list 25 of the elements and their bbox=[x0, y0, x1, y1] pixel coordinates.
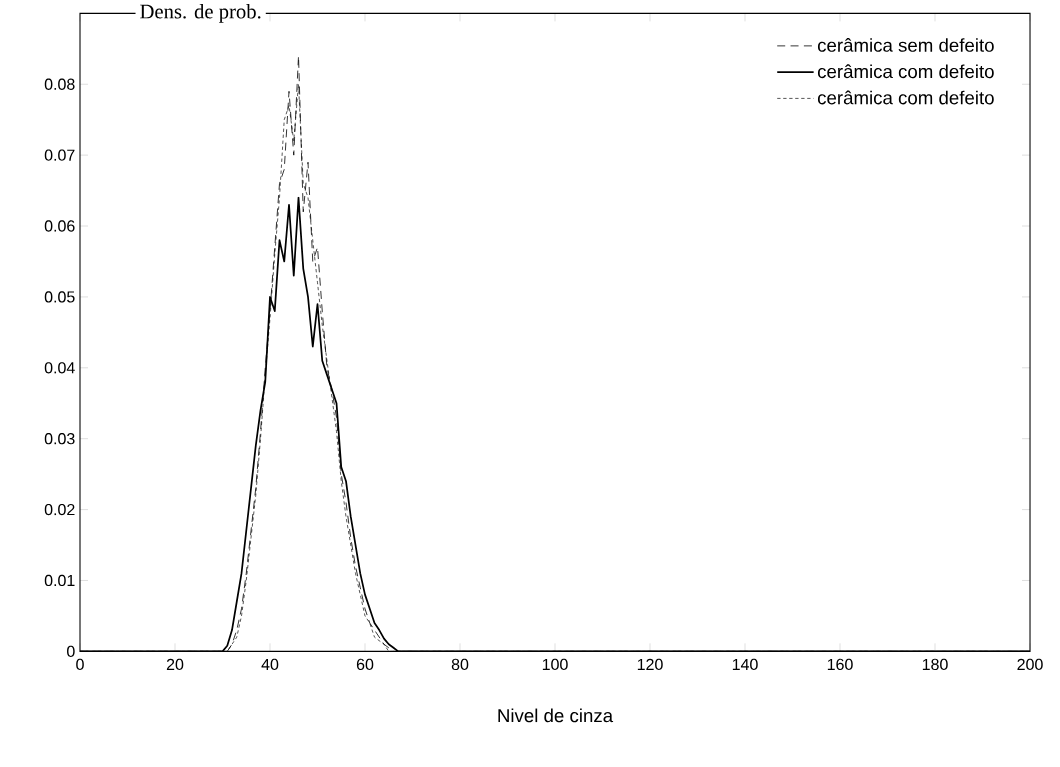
y-tick-label: 0.03 bbox=[44, 432, 75, 445]
y-axis-title: Dens. de prob. bbox=[140, 3, 261, 23]
x-tick-label: 0 bbox=[76, 658, 84, 670]
x-tick-label: 120 bbox=[637, 658, 663, 670]
x-axis-title: Nivel de cinza bbox=[498, 708, 614, 723]
x-tick-label: 140 bbox=[732, 658, 758, 670]
y-tick-label: 0.05 bbox=[44, 291, 75, 303]
x-tick-label: 20 bbox=[166, 658, 184, 670]
x-tick-label: 60 bbox=[356, 658, 374, 670]
legend-label: cerâmica sem defeito bbox=[817, 37, 994, 52]
y-tick-label: 0.08 bbox=[44, 78, 75, 90]
y-tick-label: 0.02 bbox=[44, 503, 75, 516]
y-tick-label: 0 bbox=[67, 645, 75, 657]
x-tick-label: 80 bbox=[451, 658, 469, 670]
x-tick-label: 40 bbox=[261, 658, 279, 670]
legend-label: cerâmica com defeito bbox=[817, 64, 994, 78]
y-tick-label: 0.01 bbox=[44, 574, 75, 586]
x-tick-label: 200 bbox=[1017, 658, 1043, 670]
x-tick-label: 180 bbox=[922, 658, 948, 670]
x-tick-label: 160 bbox=[827, 658, 853, 670]
y-tick-label: 0.06 bbox=[44, 220, 75, 232]
legend-label: cerâmica com defeito bbox=[817, 90, 994, 105]
x-tick-label: 100 bbox=[542, 658, 568, 670]
y-tick-label: 0.04 bbox=[44, 361, 75, 374]
y-tick-label: 0.07 bbox=[44, 149, 75, 161]
